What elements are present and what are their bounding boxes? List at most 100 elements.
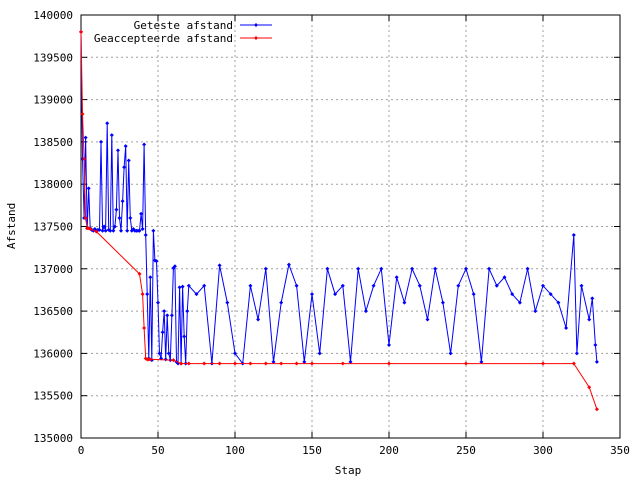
data-point [140,227,145,232]
axis-ticks: 135000 135500 136000 136500 137000 137500 1380… [33,9,630,457]
data-point [182,334,187,339]
data-point [145,292,150,297]
data-point [471,292,476,297]
data-point [302,359,307,364]
y-tick-label: 136500 [33,305,73,318]
series-tested-distance [79,29,599,366]
data-point [556,300,561,305]
data-point [394,275,399,280]
y-tick-label: 139000 [33,94,73,107]
data-point [410,266,415,271]
data-point [263,361,268,366]
y-tick-label: 135000 [33,432,73,445]
data-point [456,283,461,288]
data-point [333,292,338,297]
data-point [525,266,530,271]
data-point [83,216,88,221]
data-point [82,156,87,161]
data-point [186,361,191,366]
data-point [140,292,145,297]
data-point [248,283,253,288]
data-point [440,300,445,305]
y-tick-label: 138500 [33,136,73,149]
data-point [115,148,120,153]
y-tick-label: 138000 [33,178,73,191]
data-point [479,359,484,364]
data-point [194,292,199,297]
x-tick-label: 250 [456,444,476,457]
y-axis-label: Afstand [5,203,18,249]
data-point [166,351,171,356]
data-point [109,133,114,138]
x-tick-label: 200 [379,444,399,457]
data-point [564,326,569,331]
data-point [579,283,584,288]
legend-item: Geaccepteerde afstand [94,32,272,45]
data-point [371,283,376,288]
data-point [137,228,142,233]
data-point [574,351,579,356]
data-point [248,361,253,366]
y-tick-label: 136000 [33,347,73,360]
data-point [202,283,207,288]
data-point [533,309,538,314]
data-point [112,224,117,229]
y-tick-label: 140000 [33,9,73,22]
data-point [117,216,122,221]
data-point [80,111,85,116]
data-point [186,283,191,288]
data-point [594,359,599,364]
data-point [464,266,468,271]
data-point [139,211,144,216]
data-point [233,361,237,366]
data-point [202,361,207,366]
data-point [402,300,407,305]
data-point [177,285,182,290]
legend-marker [254,36,258,40]
data-point [587,317,592,322]
data-point [119,228,124,233]
data-point [160,330,165,335]
data-point [185,309,190,314]
data-point [510,292,515,297]
data-point [111,228,116,233]
x-tick-label: 0 [78,444,85,457]
series-layer [79,29,599,412]
data-point [363,309,368,314]
legend-item: Geteste afstand [134,19,272,32]
data-point [279,300,284,305]
y-tick-label: 135500 [33,390,73,403]
legend-label: Geteste afstand [134,19,233,32]
data-point [179,361,184,366]
data-point [487,266,492,271]
grid-lines [81,15,620,438]
data-point [340,361,345,366]
data-point [263,266,268,271]
y-tick-label: 137500 [33,221,73,234]
x-tick-label: 100 [225,444,245,457]
data-point [79,29,83,34]
data-point [151,228,156,233]
data-point [114,207,119,212]
data-point [448,351,453,356]
data-point [126,158,131,163]
data-point [517,300,522,305]
data-point [165,313,170,318]
data-point [317,351,322,356]
data-point [171,358,176,363]
y-tick-label: 137000 [33,263,73,276]
data-point [325,266,330,271]
legend-marker [254,23,258,27]
data-point [157,351,162,356]
data-point [587,385,592,390]
data-point [156,300,160,305]
data-point [286,262,291,267]
data-point [256,317,261,322]
data-point [494,283,499,288]
data-point [94,229,99,234]
data-point [86,186,91,191]
data-point [340,283,345,288]
data-point [128,216,133,221]
x-tick-label: 350 [610,444,630,457]
